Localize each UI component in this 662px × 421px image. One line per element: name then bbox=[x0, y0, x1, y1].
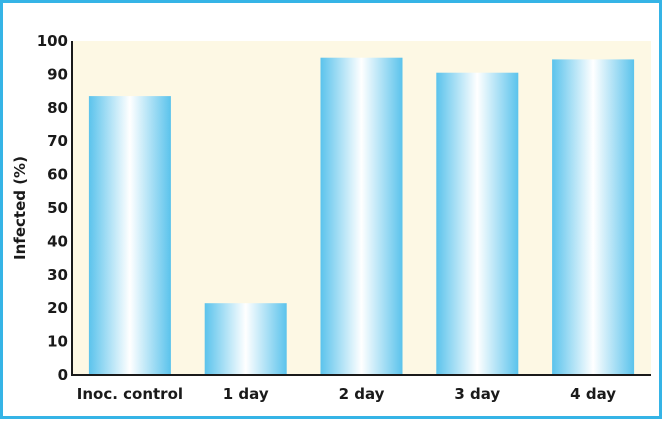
y-tick-50: 50 bbox=[47, 199, 68, 217]
x-tick-2: 2 day bbox=[339, 385, 385, 403]
y-tick-90: 90 bbox=[47, 65, 68, 83]
bar-group bbox=[88, 57, 635, 376]
axes bbox=[71, 41, 651, 376]
y-tick-30: 30 bbox=[47, 266, 68, 284]
x-tick-4: 4 day bbox=[570, 385, 616, 403]
x-tick-0: Inoc. control bbox=[77, 385, 183, 403]
bar-1 bbox=[204, 303, 287, 375]
bar-4 bbox=[552, 59, 635, 376]
x-tick-1: 1 day bbox=[223, 385, 269, 403]
y-tick-40: 40 bbox=[47, 232, 68, 250]
y-tick-0: 0 bbox=[58, 366, 68, 384]
y-tick-60: 60 bbox=[47, 166, 68, 184]
y-tick-70: 70 bbox=[47, 132, 68, 150]
y-tick-100: 100 bbox=[37, 32, 68, 50]
bar-0 bbox=[88, 96, 171, 375]
bar-chart: 0 10 20 30 40 50 60 70 80 90 100 Inoc. control 1 da… bbox=[11, 32, 651, 403]
y-tick-80: 80 bbox=[47, 99, 68, 117]
bar-2 bbox=[320, 57, 403, 375]
y-tick-20: 20 bbox=[47, 299, 68, 317]
x-tick-labels: Inoc. control 1 day 2 day 3 day 4 day bbox=[77, 385, 616, 403]
y-axis-label: Infected (%) bbox=[11, 156, 29, 260]
y-tick-labels: 0 10 20 30 40 50 60 70 80 90 100 bbox=[37, 32, 68, 384]
bar-3 bbox=[436, 72, 519, 375]
x-tick-3: 3 day bbox=[454, 385, 500, 403]
y-tick-10: 10 bbox=[47, 333, 68, 351]
